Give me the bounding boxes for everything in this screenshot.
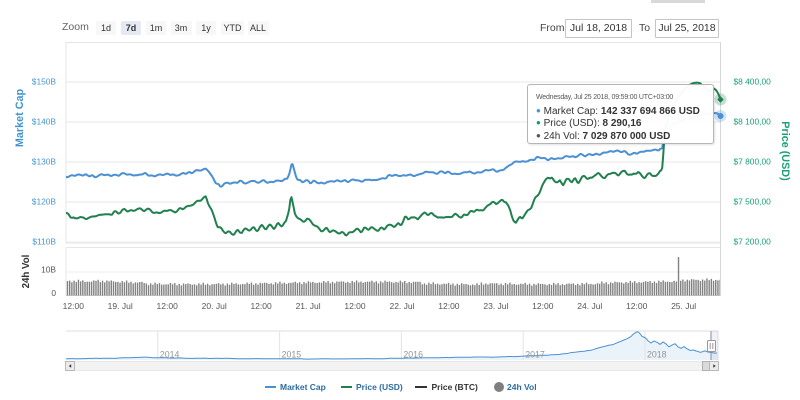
- svg-text:$7 800,00: $7 800,00: [734, 157, 772, 167]
- svg-text:25. Jul: 25. Jul: [671, 301, 696, 311]
- svg-text:12:00: 12:00: [344, 301, 366, 311]
- svg-text:$150B: $150B: [32, 77, 57, 87]
- svg-text:12:00: 12:00: [63, 301, 85, 311]
- svg-text:12:00: 12:00: [157, 301, 179, 311]
- svg-text:0: 0: [51, 288, 56, 298]
- svg-text:10B: 10B: [41, 265, 56, 275]
- svg-text:12:00: 12:00: [250, 301, 272, 311]
- svg-text:2014: 2014: [160, 350, 180, 360]
- svg-text:21. Jul: 21. Jul: [296, 301, 321, 311]
- svg-text:$7 200,00: $7 200,00: [734, 237, 772, 247]
- svg-text:2016: 2016: [403, 350, 423, 360]
- svg-text:12:00: 12:00: [532, 301, 554, 311]
- svg-text:12:00: 12:00: [626, 301, 648, 311]
- svg-text:$120B: $120B: [32, 197, 57, 207]
- svg-text:$130B: $130B: [32, 157, 57, 167]
- svg-text:24h Vol: 24h Vol: [21, 255, 32, 289]
- svg-text:2015: 2015: [282, 350, 302, 360]
- svg-text:$110B: $110B: [32, 237, 56, 247]
- svg-text:2018: 2018: [647, 350, 667, 360]
- svg-text:$8 100,00: $8 100,00: [734, 117, 772, 127]
- svg-text:2017: 2017: [525, 350, 545, 360]
- svg-text:Market Cap: Market Cap: [14, 88, 26, 147]
- svg-text:12:00: 12:00: [438, 301, 460, 311]
- svg-text:$8 400,00: $8 400,00: [734, 77, 772, 87]
- svg-text:$140B: $140B: [32, 117, 57, 127]
- svg-text:20. Jul: 20. Jul: [202, 301, 227, 311]
- svg-text:24. Jul: 24. Jul: [577, 301, 602, 311]
- svg-text:22. Jul: 22. Jul: [389, 301, 414, 311]
- svg-text:Price (USD): Price (USD): [779, 121, 791, 181]
- svg-text:19. Jul: 19. Jul: [108, 301, 133, 311]
- svg-text:23. Jul: 23. Jul: [483, 301, 508, 311]
- svg-text:$7 500,00: $7 500,00: [734, 197, 772, 207]
